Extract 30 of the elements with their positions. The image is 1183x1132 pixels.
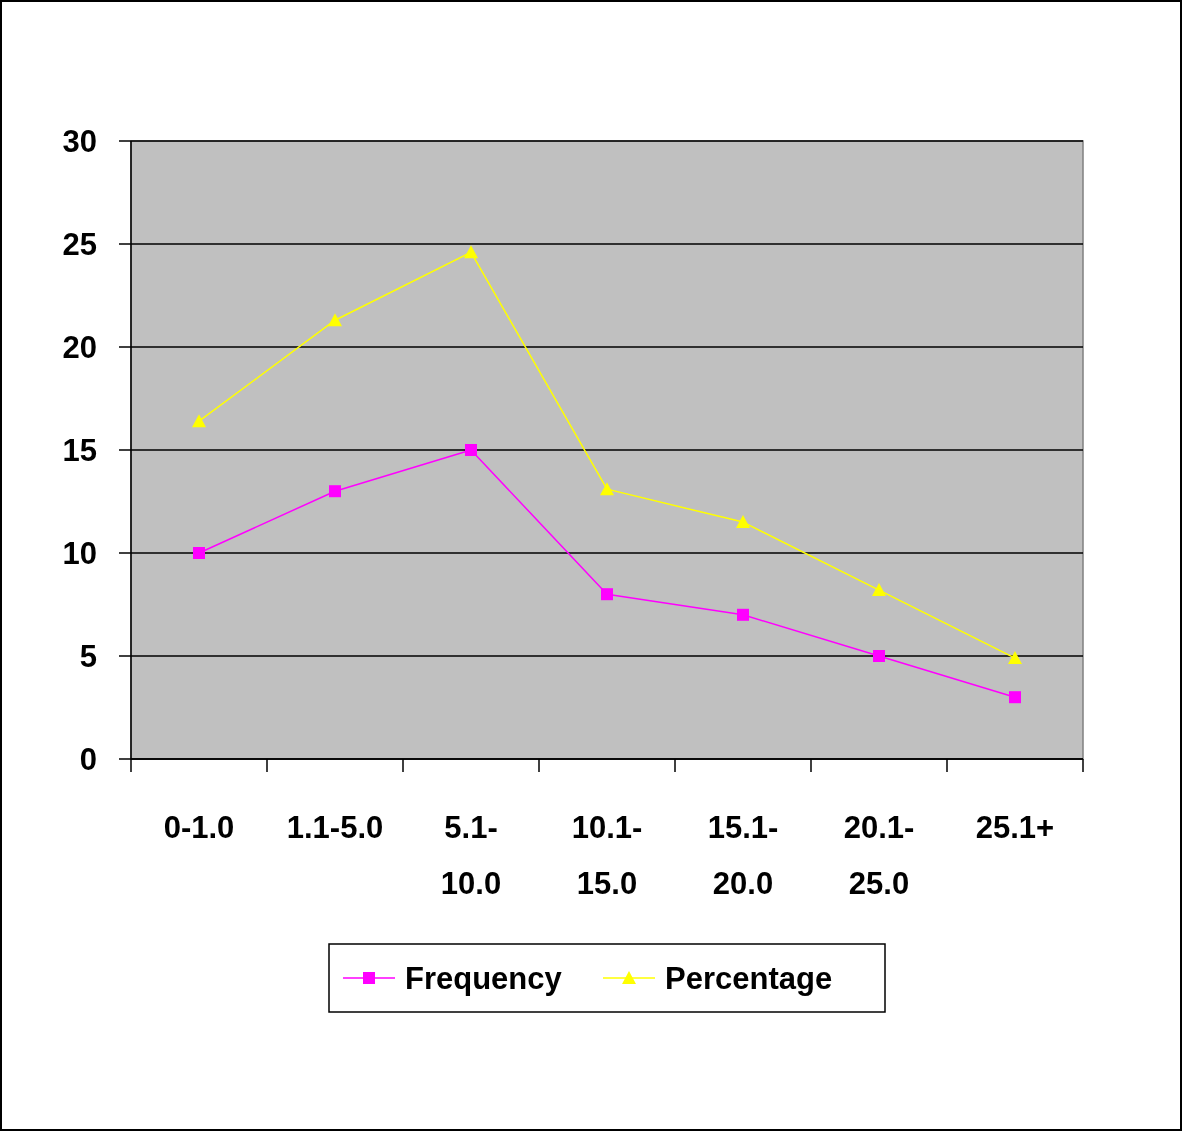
point bbox=[873, 650, 885, 662]
x-tick-label: 5.1-10.0 bbox=[440, 810, 502, 901]
y-tick-label: 5 bbox=[79, 638, 97, 674]
point bbox=[736, 515, 750, 529]
point bbox=[872, 583, 886, 597]
y-tick-label: 25 bbox=[62, 226, 97, 262]
x-tick-label: 0-1.0 bbox=[163, 810, 235, 845]
x-tick-label: 1.1-5.0 bbox=[286, 810, 384, 845]
point bbox=[601, 588, 613, 601]
y-tick-label: 15 bbox=[62, 432, 97, 468]
point bbox=[1008, 651, 1022, 665]
point bbox=[328, 313, 342, 327]
point bbox=[329, 485, 341, 498]
x-tick-label: 25.1+ bbox=[975, 810, 1055, 845]
point bbox=[737, 608, 749, 621]
legend-label: Percentage bbox=[665, 960, 833, 996]
y-tick-label: 30 bbox=[62, 123, 97, 159]
point bbox=[464, 245, 478, 259]
legend-label: Frequency bbox=[405, 960, 563, 996]
point bbox=[465, 444, 477, 456]
x-tick-label: 10.1-15.0 bbox=[571, 810, 643, 901]
y-tick-label: 0 bbox=[79, 741, 97, 777]
y-tick-label: 20 bbox=[62, 329, 97, 365]
x-tick-label: 15.1-20.0 bbox=[707, 810, 779, 901]
point bbox=[192, 414, 206, 428]
y-tick-label: 10 bbox=[62, 535, 97, 571]
point bbox=[1009, 691, 1021, 704]
point bbox=[600, 482, 614, 496]
point bbox=[193, 547, 205, 559]
x-tick-label: 20.1-25.0 bbox=[843, 810, 915, 901]
